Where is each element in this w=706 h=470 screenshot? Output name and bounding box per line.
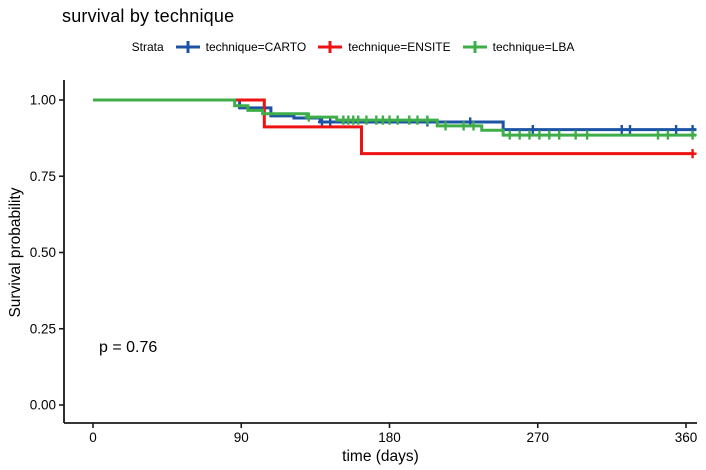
y-tick-label: 0.00 [30, 398, 56, 413]
x-tick-label: 360 [675, 430, 698, 445]
legend-item-ensite: technique=ENSITE [317, 40, 451, 54]
survival-curve-lba [93, 98, 696, 137]
y-tick-label: 1.00 [30, 93, 56, 108]
x-tick-label: 90 [234, 430, 249, 445]
legend-item-label: technique=ENSITE [348, 40, 451, 54]
x-tick-label: 270 [526, 430, 549, 445]
censor-marks-lba [304, 112, 697, 140]
legend-item-carto: technique=CARTO [175, 40, 307, 54]
chart-title: survival by technique [62, 6, 235, 26]
p-value-annotation: p = 0.76 [99, 339, 158, 356]
legend-item-lba: technique=LBA [462, 40, 575, 54]
plus-key-icon [318, 41, 343, 53]
plus-key-icon [175, 41, 200, 53]
survival-curve-carto [93, 98, 696, 132]
x-tick-label: 0 [89, 430, 97, 445]
y-tick-label: 0.75 [30, 169, 56, 184]
legend-title: Strata [131, 40, 164, 54]
legend-item-label: technique=LBA [492, 40, 575, 54]
y-tick-label: 0.25 [30, 321, 56, 336]
survival-curve-ensite [93, 98, 695, 156]
legend: Strata technique=CARTO technique=ENSITE … [0, 40, 706, 54]
x-axis-title: time (days) [342, 448, 419, 465]
y-axis-title: Survival probability [7, 187, 24, 317]
plus-key-icon [462, 41, 487, 53]
censor-marks-ensite [688, 149, 697, 159]
x-tick-label: 180 [378, 430, 401, 445]
y-tick-label: 0.50 [30, 245, 56, 260]
legend-item-label: technique=CARTO [205, 40, 307, 54]
